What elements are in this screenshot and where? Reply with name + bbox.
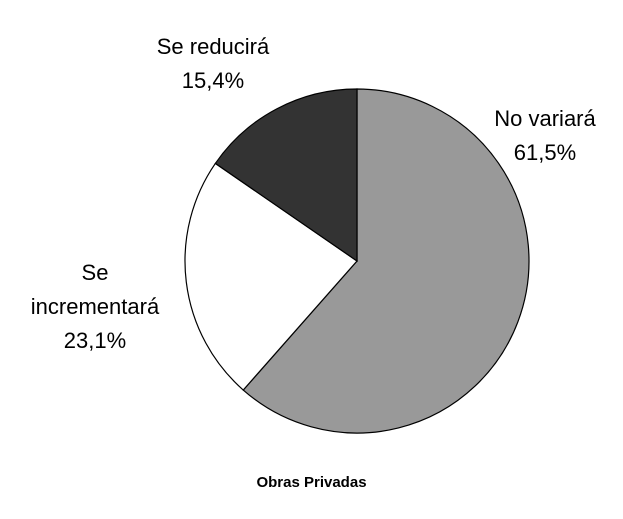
slice-label: Se incrementará 23,1% bbox=[25, 256, 165, 358]
value-label: 61,5% bbox=[513, 140, 577, 165]
pie-slice bbox=[214, 88, 358, 263]
slice-label: Se reducirá 15,4% bbox=[157, 30, 270, 98]
category-label: Se incrementará bbox=[30, 260, 160, 319]
chart-title: Obras Privadas bbox=[256, 474, 367, 491]
pie-slice bbox=[242, 88, 530, 434]
value-label: 15,4% bbox=[181, 68, 245, 93]
category-label: No variará bbox=[494, 106, 596, 131]
slice-label: No variará 61,5% bbox=[494, 102, 595, 170]
category-label: Se reducirá bbox=[156, 34, 270, 59]
pie-slice bbox=[184, 162, 358, 391]
value-label: 23,1% bbox=[63, 328, 127, 353]
